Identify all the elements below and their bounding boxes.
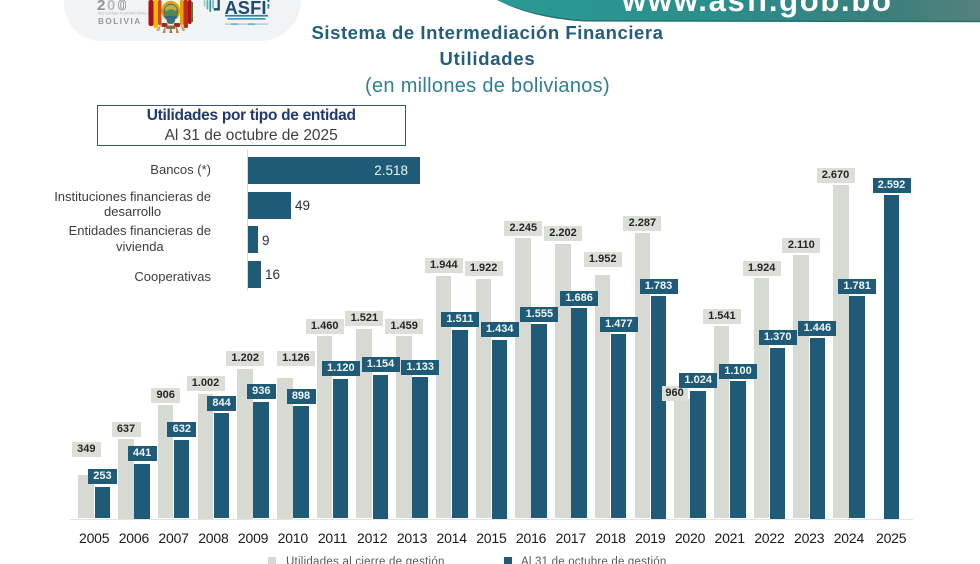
svg-text:DEL ESTADO PLURINACIONAL DE: DEL ESTADO PLURINACIONAL DE <box>98 12 152 16</box>
svg-text:0: 0 <box>118 0 126 14</box>
svg-text:2: 2 <box>97 0 105 14</box>
svg-text:0: 0 <box>107 0 115 14</box>
svg-text:BOLIVIA: BOLIVIA <box>98 17 142 26</box>
svg-text:www.asfi.gob.bo: www.asfi.gob.bo <box>621 0 893 18</box>
svg-text:ASFI: ASFI <box>225 0 267 18</box>
